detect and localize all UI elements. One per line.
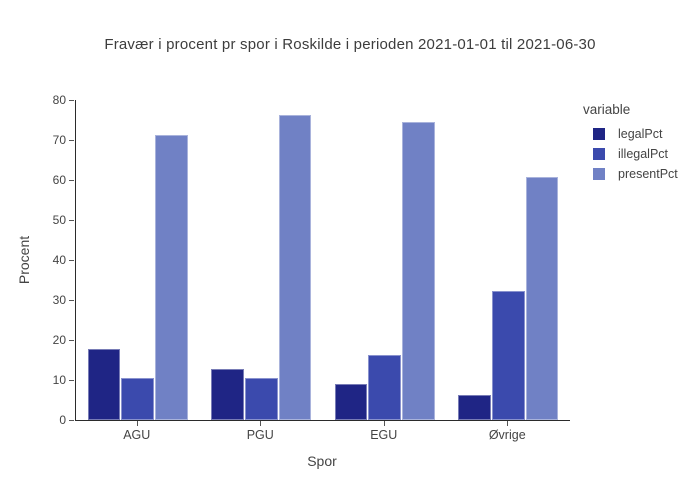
y-tick-label: 10: [52, 373, 66, 387]
legend-swatch-icon: [593, 168, 605, 180]
bar-presentPct-Øvrige[interactable]: [525, 176, 559, 420]
y-axis-title: Procent: [16, 235, 32, 285]
y-tick-label: 40: [52, 253, 66, 267]
y-tick-mark: [69, 220, 74, 221]
plot-area: [75, 100, 570, 421]
bar-illegalPct-Øvrige[interactable]: [491, 290, 525, 420]
bar-group-PGU: [211, 100, 312, 420]
legend-label: presentPct: [618, 167, 678, 181]
legend-label: legalPct: [618, 127, 663, 141]
bar-presentPct-PGU[interactable]: [278, 114, 312, 420]
y-tick-mark: [69, 420, 74, 421]
x-tick-label: AGU: [123, 428, 151, 442]
x-tick-label: Øvrige: [488, 428, 526, 442]
bar-group-EGU: [334, 100, 435, 420]
legend-item-legalPct[interactable]: legalPct: [583, 124, 678, 144]
bar-legalPct-EGU[interactable]: [334, 384, 368, 420]
y-tick-label: 60: [52, 173, 66, 187]
y-tick-label: 50: [52, 213, 66, 227]
legend-items: legalPct illegalPct presentPct: [583, 124, 678, 184]
y-tick-label: 30: [52, 293, 66, 307]
y-tick-mark: [69, 140, 74, 141]
x-tick-mark: [136, 421, 138, 426]
legend-title: variable: [583, 102, 631, 117]
bar-presentPct-EGU[interactable]: [402, 122, 435, 420]
y-tick-label: 80: [52, 93, 66, 107]
bar-presentPct-AGU[interactable]: [155, 134, 188, 420]
x-tick-label: PGU: [246, 428, 274, 442]
x-tick-mark: [383, 421, 385, 426]
legend-item-presentPct[interactable]: presentPct: [583, 164, 678, 184]
legend-item-illegalPct[interactable]: illegalPct: [583, 144, 678, 164]
x-tick-label: EGU: [370, 428, 398, 442]
legend-swatch-icon: [593, 128, 605, 140]
y-tick-mark: [69, 340, 74, 341]
legend-label: illegalPct: [618, 147, 669, 161]
x-tick-mark: [260, 421, 262, 426]
x-tick-mark: [507, 421, 509, 426]
bar-legalPct-PGU[interactable]: [211, 368, 244, 420]
y-tick-mark: [69, 180, 74, 181]
bar-group-AGU: [87, 100, 188, 420]
legend: variable legalPct illegalPct presentPct: [583, 102, 678, 184]
y-tick-mark: [69, 100, 74, 101]
y-tick-label: 20: [52, 333, 66, 347]
bar-legalPct-AGU[interactable]: [87, 349, 121, 420]
chart-title: Fravær i procent pr spor i Roskilde i pe…: [104, 36, 596, 53]
y-tick-mark: [69, 300, 74, 301]
y-tick-label: 70: [52, 133, 66, 147]
y-tick-mark: [69, 260, 74, 261]
bar-illegalPct-PGU[interactable]: [244, 378, 278, 420]
bar-legalPct-Øvrige[interactable]: [458, 394, 491, 420]
y-tick-label: 0: [59, 413, 66, 427]
bar-illegalPct-AGU[interactable]: [121, 377, 155, 420]
bar-group-Øvrige: [458, 100, 559, 420]
y-tick-mark: [69, 380, 74, 381]
legend-swatch-icon: [593, 148, 605, 160]
x-axis-title: Spor: [307, 453, 337, 469]
bar-illegalPct-EGU[interactable]: [368, 355, 402, 420]
